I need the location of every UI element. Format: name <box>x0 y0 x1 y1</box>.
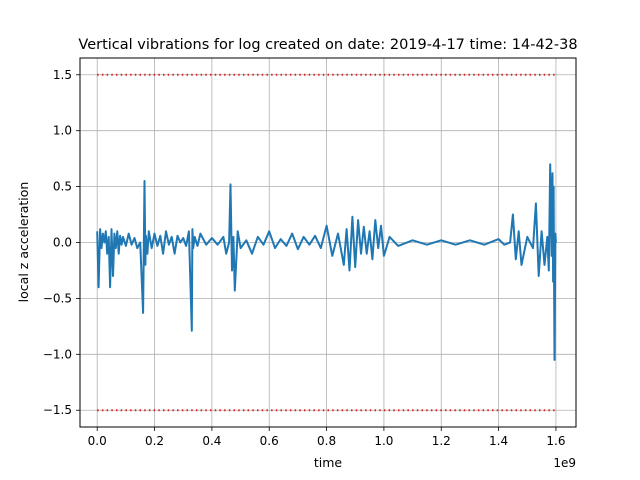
x-tick-label: 0.2 <box>145 434 164 448</box>
y-tick-label: 1.0 <box>53 124 72 138</box>
x-tick-label: 1.4 <box>489 434 508 448</box>
series-layer <box>96 73 557 412</box>
y-tick-label: −1.0 <box>43 347 72 361</box>
x-axis-ticks: 0.0 0.2 0.4 0.6 0.8 1.0 1.2 1.4 1.6 <box>88 427 565 448</box>
y-tick-label: 0.0 <box>53 236 72 250</box>
y-tick-label: −1.5 <box>43 403 72 417</box>
x-tick-label: 0.6 <box>260 434 279 448</box>
x-tick-label: 1.6 <box>546 434 565 448</box>
y-axis-label: local z acceleration <box>16 182 31 303</box>
y-tick-label: −0.5 <box>43 291 72 305</box>
y-tick-label: 0.5 <box>53 180 72 194</box>
x-tick-label: 0.8 <box>317 434 336 448</box>
vibration-series-line <box>96 163 557 361</box>
y-axis-ticks: −1.5 −1.0 −0.5 0.0 0.5 1.0 1.5 <box>43 68 80 417</box>
x-tick-label: 0.0 <box>88 434 107 448</box>
x-tick-label: 1.2 <box>432 434 451 448</box>
x-tick-label: 1.0 <box>374 434 393 448</box>
x-axis-label: time <box>314 455 343 470</box>
grid-lines <box>80 58 576 427</box>
chart-title: Vertical vibrations for log created on d… <box>78 37 577 53</box>
y-tick-label: 1.5 <box>53 68 72 82</box>
x-tick-label: 0.4 <box>202 434 221 448</box>
x-axis-offset-label: 1e9 <box>553 456 576 470</box>
